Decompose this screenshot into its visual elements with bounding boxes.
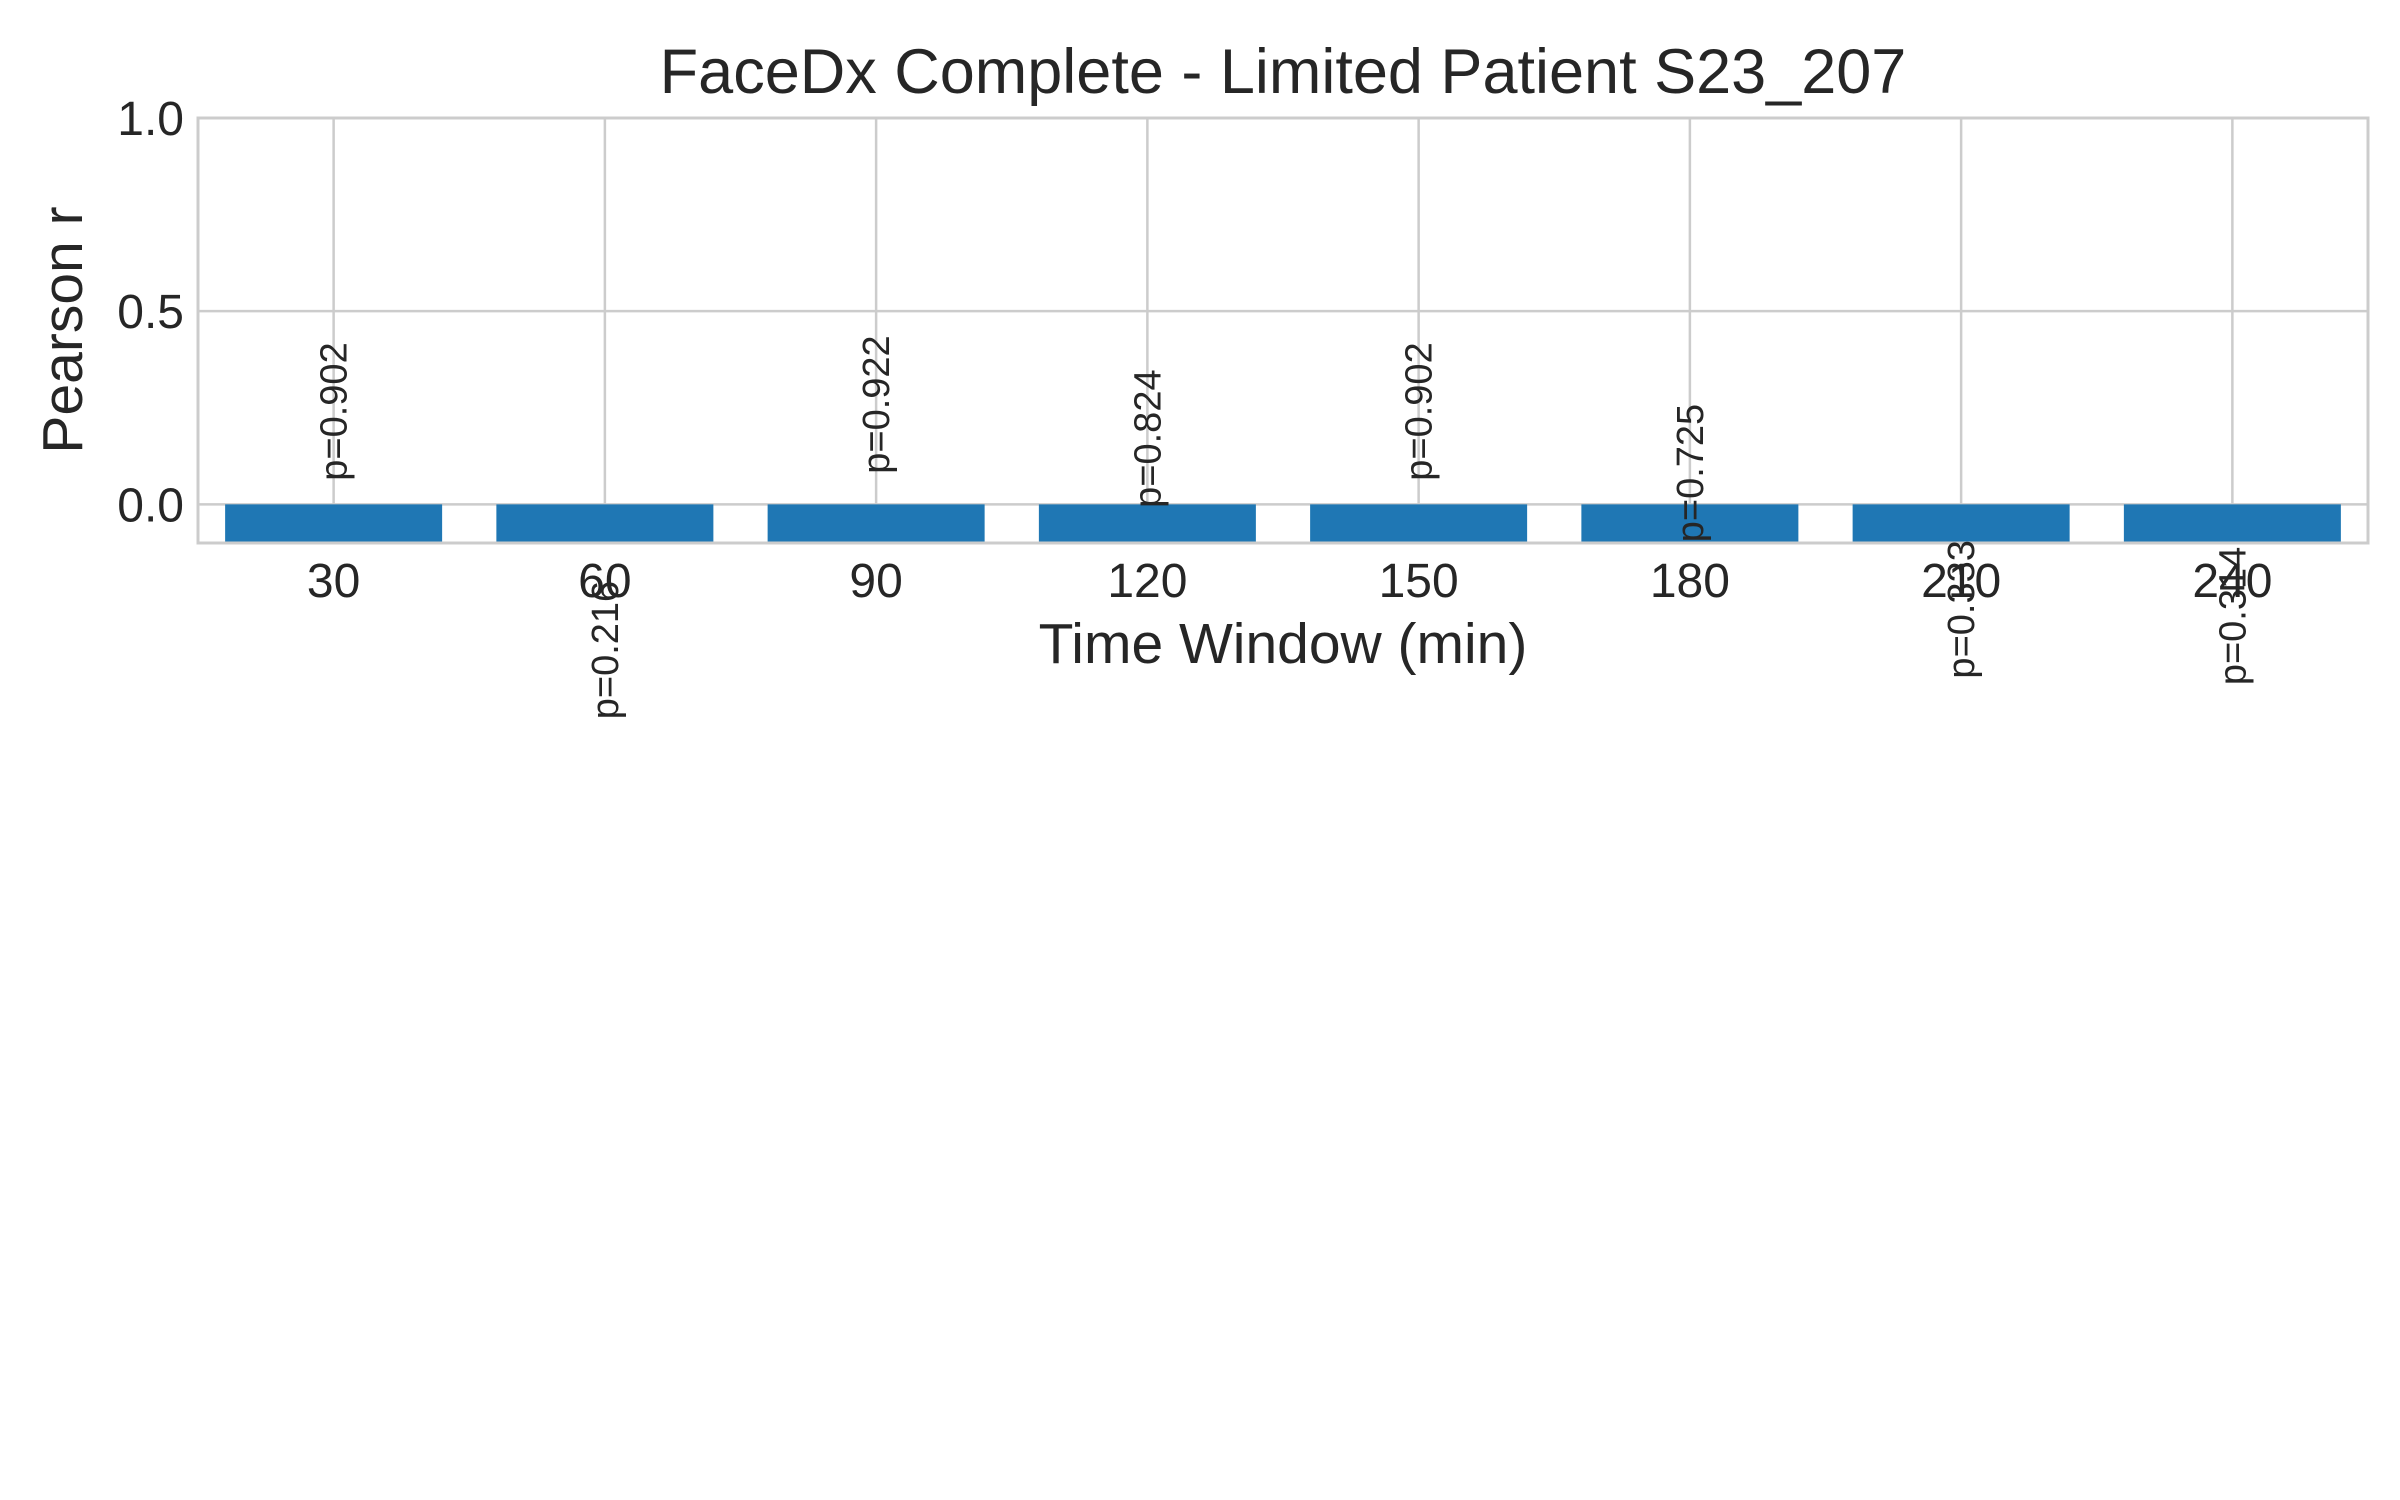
bar-150 — [1310, 504, 1528, 543]
p-value-label: p=0.216 — [585, 581, 627, 719]
x-tick-label: 150 — [1379, 555, 1459, 608]
grid-lines — [198, 116, 2368, 543]
bar-120 — [1038, 504, 1256, 543]
bars — [225, 504, 2341, 543]
plot-frame — [196, 116, 2370, 545]
x-tick-label: 240 — [2192, 555, 2272, 608]
x-tick-labels: 30 60 90 120 150 180 210 240 — [307, 555, 2272, 608]
x-tick-label: 210 — [1921, 555, 2001, 608]
bar-30 — [225, 504, 443, 543]
chart-title: FaceDx Complete - Limited Patient S23_20… — [660, 37, 1907, 107]
p-value-label: p=0.922 — [856, 335, 898, 473]
p-value-label: p=0.314 — [2212, 547, 2254, 685]
x-tick-label: 180 — [1650, 555, 1730, 608]
p-value-label: p=0.824 — [1127, 369, 1169, 507]
bar-180 — [1581, 504, 1799, 543]
y-tick-labels: 0.0 0.5 1.0 — [117, 93, 184, 532]
bar-240 — [2123, 504, 2341, 543]
bar-90 — [767, 504, 985, 543]
p-value-label: p=0.725 — [1670, 404, 1712, 542]
x-tick-label: 90 — [849, 555, 902, 608]
x-tick-label: 30 — [307, 555, 360, 608]
y-tick-label: 0.5 — [117, 286, 184, 339]
x-axis-label: Time Window (min) — [1039, 612, 1528, 676]
p-value-label: p=0.902 — [1399, 342, 1441, 480]
y-axis-label: Pearson r — [31, 206, 95, 453]
bar-60 — [496, 504, 714, 543]
x-tick-label: 60 — [578, 555, 631, 608]
p-value-label: p=0.333 — [1941, 540, 1983, 678]
p-value-labels: p=0.902 p=0.216 p=0.922 p=0.824 p=0.902 p=0.7… — [314, 335, 2255, 719]
y-tick-label: 1.0 — [117, 93, 184, 146]
y-tick-label: 0.0 — [117, 479, 184, 532]
x-tick-label: 120 — [1107, 555, 1187, 608]
p-value-label: p=0.902 — [314, 342, 356, 480]
bar-210 — [1852, 504, 2070, 543]
